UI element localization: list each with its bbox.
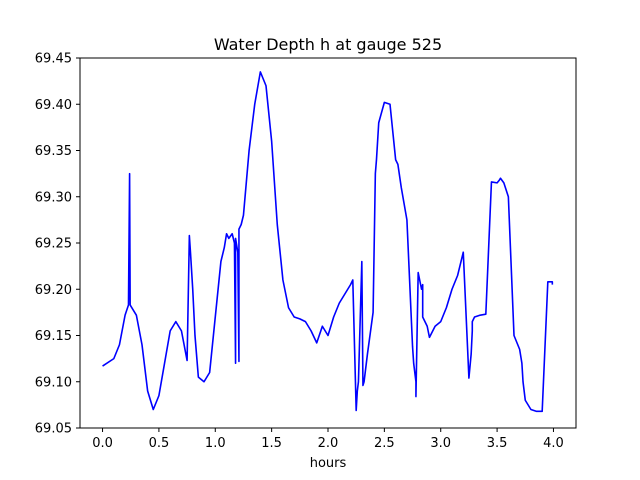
plot-area (79, 57, 577, 429)
series-line (102, 71, 554, 413)
y-tick-label: 69.20 (35, 283, 72, 298)
y-tick-label: 69.25 (35, 237, 72, 252)
x-axis-label: hours (310, 456, 347, 471)
x-tick-label: 3.5 (487, 436, 508, 451)
y-tick-label: 69.15 (35, 329, 72, 344)
axes-frame (79, 57, 577, 429)
x-tick-label: 2.0 (318, 436, 339, 451)
x-tick-label: 1.5 (261, 436, 282, 451)
chart-title: Water Depth h at gauge 525 (214, 35, 442, 54)
y-tick-label: 69.10 (35, 375, 72, 390)
x-tick-label: 0.5 (149, 436, 170, 451)
x-tick-label: 1.0 (205, 436, 226, 451)
y-tick-label: 69.45 (35, 52, 72, 67)
y-tick-label: 69.30 (35, 190, 72, 205)
x-tick-label: 3.0 (430, 436, 451, 451)
y-tick-label: 69.40 (35, 98, 72, 113)
y-tick-label: 69.35 (35, 144, 72, 159)
x-tick-label: 4.0 (543, 436, 564, 451)
y-tick-label: 69.05 (35, 422, 72, 437)
x-tick-label: 2.5 (374, 436, 395, 451)
x-axis: 0.0 0.5 1.0 1.5 2.0 2.5 3.0 3.5 4.0 (92, 428, 564, 451)
y-axis: 69.05 69.10 69.15 69.20 69.25 69.30 69.35 69.40… (35, 52, 80, 437)
x-tick-label: 0.0 (92, 436, 113, 451)
